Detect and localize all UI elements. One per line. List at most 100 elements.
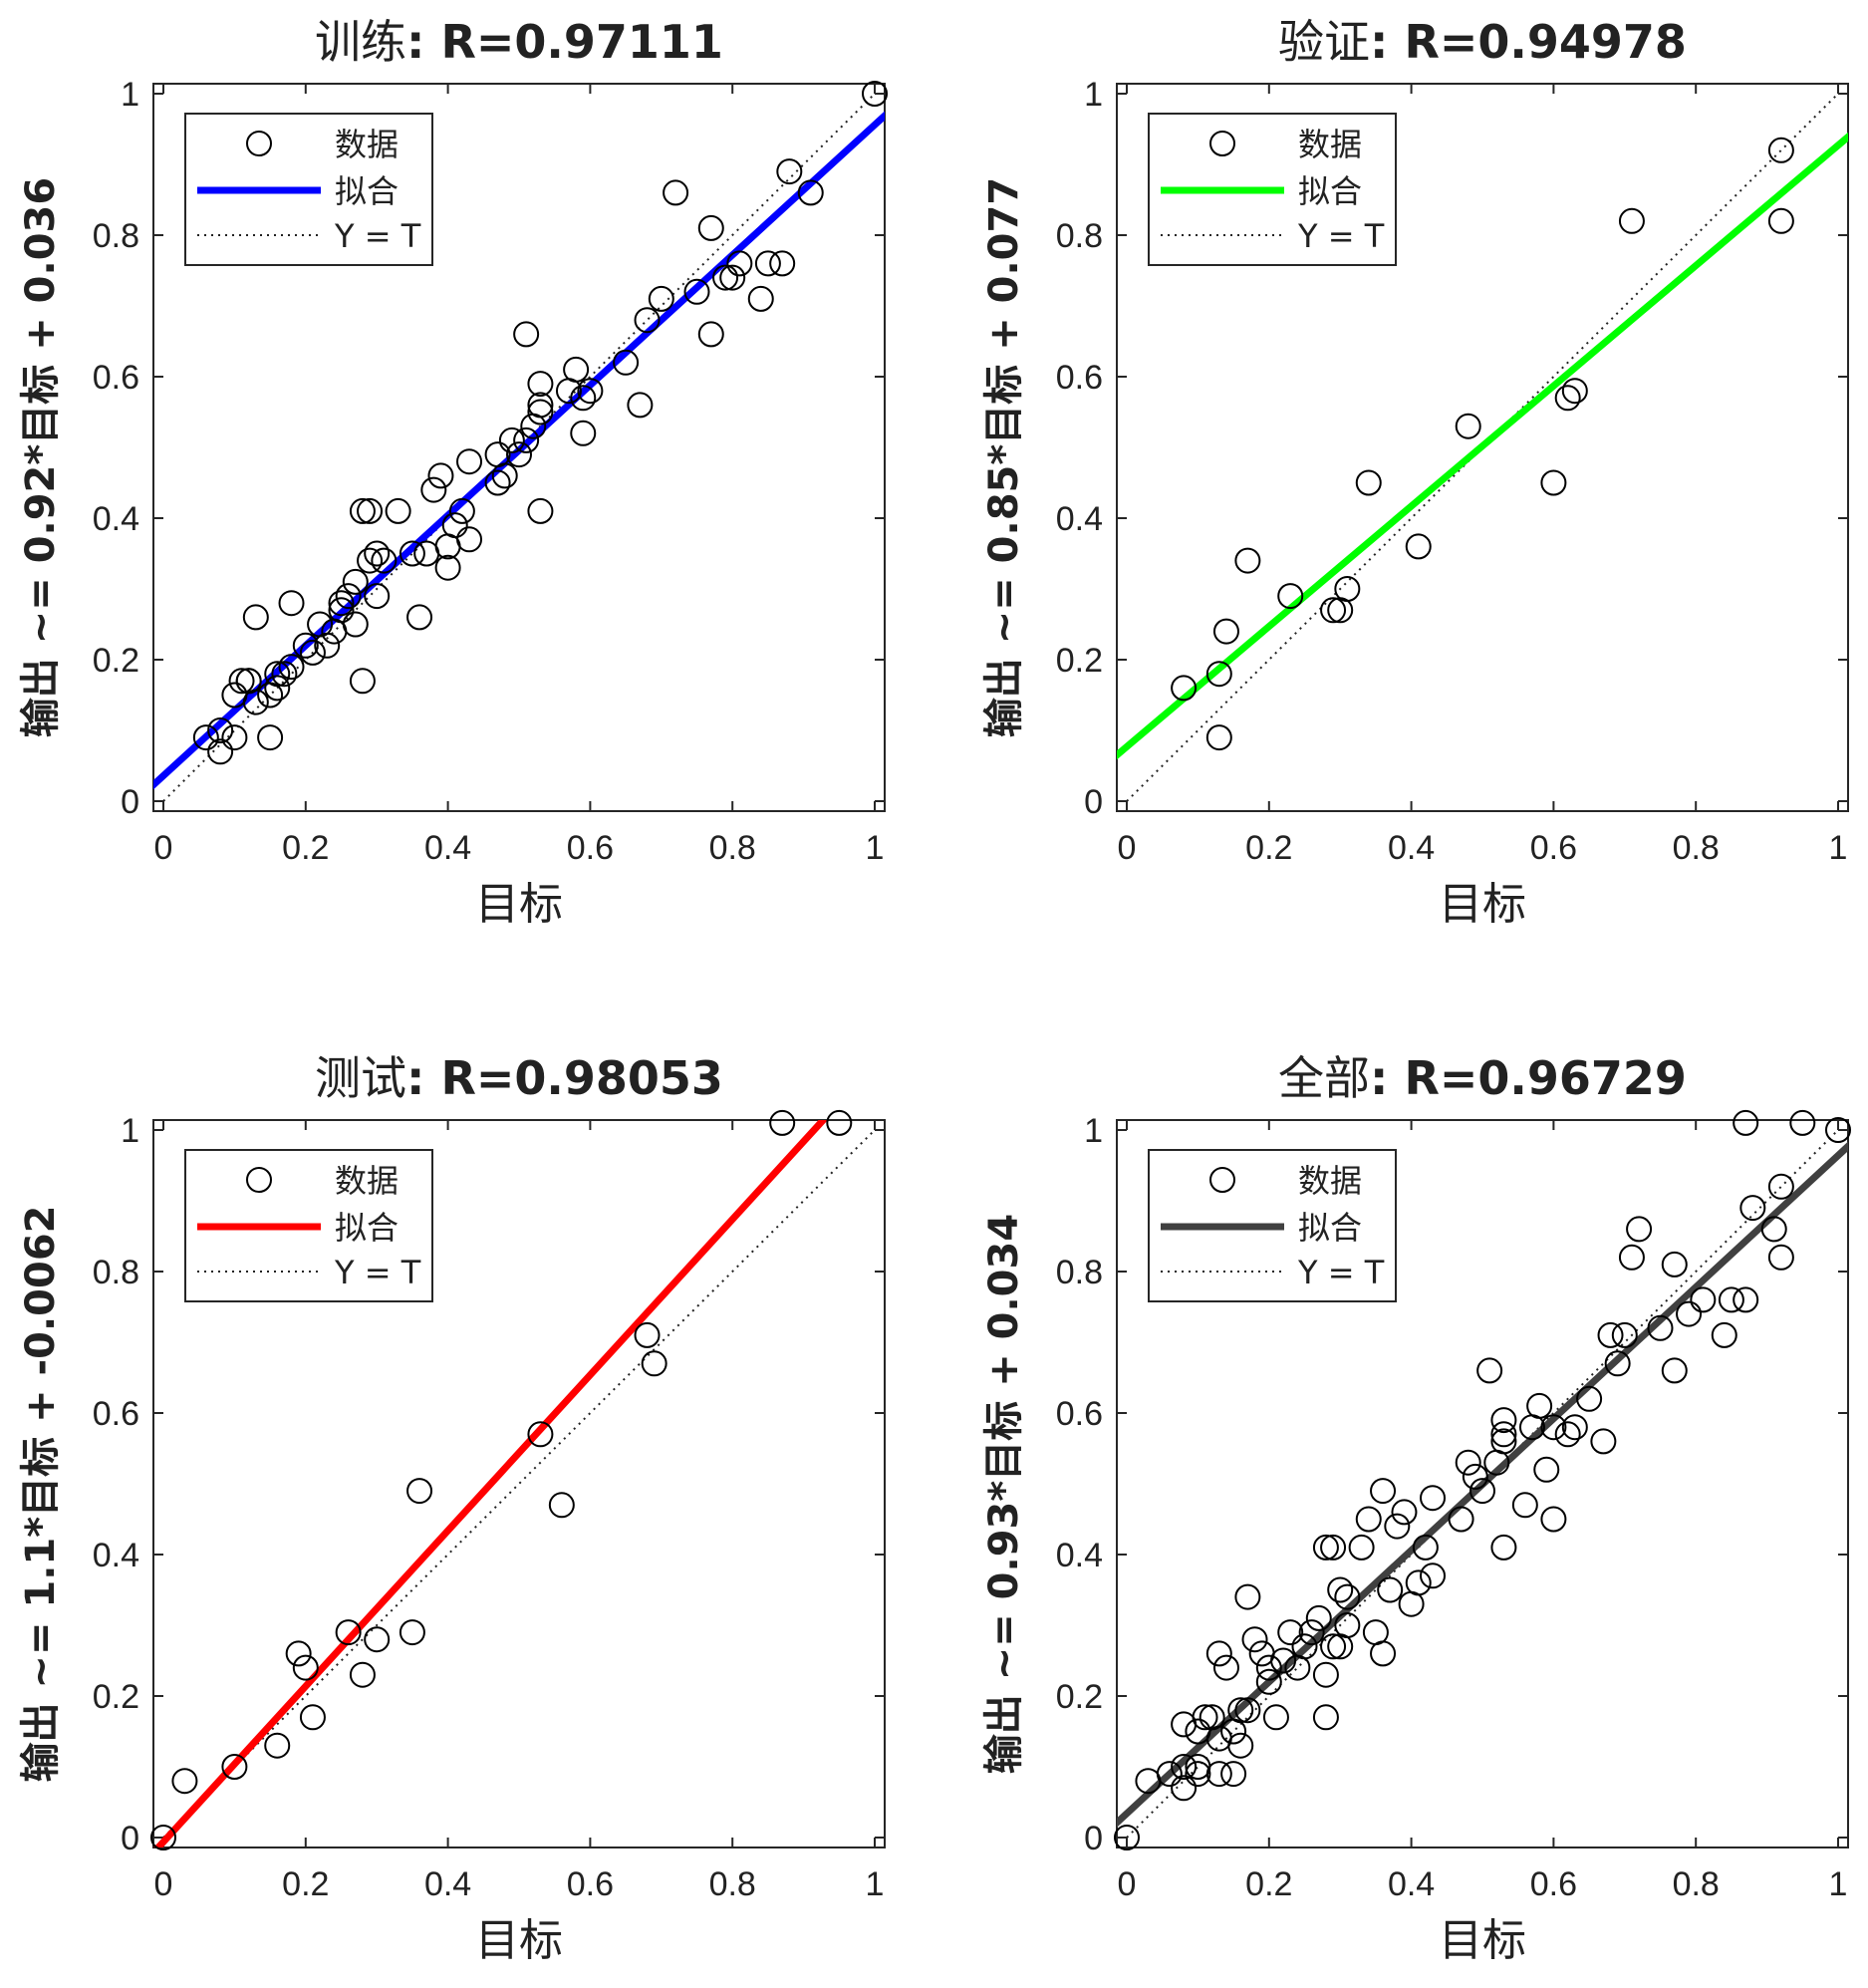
data-point (1312, 1704, 1339, 1731)
data-point (513, 321, 540, 348)
y-tick-label: 0 (121, 1820, 139, 1857)
data-point (1661, 1251, 1688, 1278)
data-point (1298, 1619, 1325, 1646)
data-point (570, 385, 597, 412)
fit-line (1117, 132, 1848, 760)
data-point (364, 540, 391, 567)
data-point (1490, 1407, 1517, 1434)
data-point (1526, 1392, 1553, 1419)
data-point (456, 448, 483, 475)
data-point (1320, 1534, 1347, 1561)
data-point (697, 321, 724, 348)
data-point (299, 1704, 326, 1731)
x-tick-label: 0.4 (1388, 1865, 1435, 1903)
data-point (527, 371, 554, 398)
x-tick-label: 0.8 (1673, 829, 1720, 867)
data-point (1114, 1825, 1140, 1850)
y-tick-label: 0 (1084, 783, 1103, 821)
y-tick-label: 0.4 (93, 1537, 139, 1574)
chart-title-stat: : R=0.94978 (1370, 15, 1687, 69)
data-point (342, 611, 369, 638)
data-point (342, 568, 369, 595)
data-point (171, 1768, 198, 1795)
data-point (648, 285, 674, 312)
legend-data-marker (246, 1167, 272, 1193)
chart-title-name: 验证 (1278, 15, 1370, 69)
y-tick-label: 0 (1084, 1820, 1103, 1857)
data-point (577, 378, 604, 405)
data-point (1490, 1421, 1517, 1448)
data-point (1490, 1428, 1517, 1455)
legend-ref-label: Y = T (334, 1254, 421, 1291)
data-point (242, 604, 269, 631)
data-point (527, 497, 554, 524)
y-axis-label: 输出 ~= 0.85*目标 + 0.077 (981, 177, 1027, 737)
chart-title-stat: : R=0.97111 (406, 15, 723, 69)
data-point (1220, 1761, 1247, 1788)
data-point (1370, 1478, 1397, 1505)
data-point (1412, 1534, 1439, 1561)
data-point (221, 1754, 248, 1780)
y-tick-label: 1 (121, 76, 139, 114)
legend-ref-label: Y = T (1297, 217, 1385, 255)
data-point (192, 724, 219, 751)
legend-data-label: 数据 (1298, 1162, 1362, 1200)
data-point (257, 724, 284, 751)
data-point (1690, 1286, 1717, 1313)
y-tick-label: 0.2 (1056, 642, 1103, 680)
chart-title-name: 训练 (315, 15, 406, 69)
data-point (1733, 1109, 1759, 1136)
y-tick-label: 0.6 (1056, 1395, 1103, 1433)
x-tick-label: 1 (1829, 1865, 1848, 1903)
x-tick-label: 0 (1118, 829, 1137, 867)
data-point (1384, 1513, 1411, 1540)
data-point (264, 1732, 291, 1759)
data-point (1171, 1775, 1198, 1802)
data-point (1370, 1640, 1397, 1667)
x-tick-label: 0.2 (1245, 1865, 1292, 1903)
data-point (349, 497, 376, 524)
data-point (1405, 533, 1432, 560)
y-tick-label: 0.2 (93, 642, 139, 680)
data-point (1305, 1604, 1332, 1631)
data-point (1561, 378, 1588, 405)
x-tick-label: 0.4 (424, 829, 471, 867)
data-point (278, 590, 305, 617)
x-axis-label: 目标 (1439, 1915, 1526, 1966)
data-point (1626, 1216, 1653, 1243)
data-point (613, 349, 640, 376)
data-point (328, 597, 355, 624)
data-point (1661, 1357, 1688, 1384)
data-point (1540, 1506, 1567, 1533)
data-point (1391, 1499, 1418, 1526)
data-point (1511, 1492, 1538, 1519)
x-tick-label: 0.6 (567, 1865, 614, 1903)
y-axis-label: 输出 ~= 0.92*目标 + 0.036 (18, 177, 64, 737)
x-tick-label: 1 (1829, 829, 1848, 867)
data-point (1733, 1286, 1759, 1313)
data-point (1448, 1506, 1474, 1533)
data-point (1227, 1697, 1254, 1724)
data-point (242, 689, 269, 715)
data-point (1241, 1626, 1268, 1653)
data-point (406, 1478, 433, 1505)
legend-fit-label: 拟合 (1298, 1209, 1362, 1247)
data-point (1462, 1463, 1488, 1490)
x-tick-label: 0.8 (1673, 1865, 1720, 1903)
x-tick-label: 0 (154, 829, 173, 867)
data-point (1760, 1216, 1787, 1243)
data-point (1205, 661, 1232, 688)
data-point (1540, 469, 1567, 496)
data-point (1767, 137, 1794, 163)
data-point (285, 1640, 312, 1667)
data-point (1212, 1654, 1239, 1681)
y-tick-label: 0.6 (93, 359, 139, 397)
data-point (1320, 1633, 1347, 1660)
x-tick-label: 0.2 (1245, 829, 1292, 867)
data-point (264, 675, 291, 702)
data-point (1156, 1761, 1183, 1788)
y-tick-label: 0.8 (1056, 1254, 1103, 1291)
x-tick-label: 0.2 (282, 829, 329, 867)
